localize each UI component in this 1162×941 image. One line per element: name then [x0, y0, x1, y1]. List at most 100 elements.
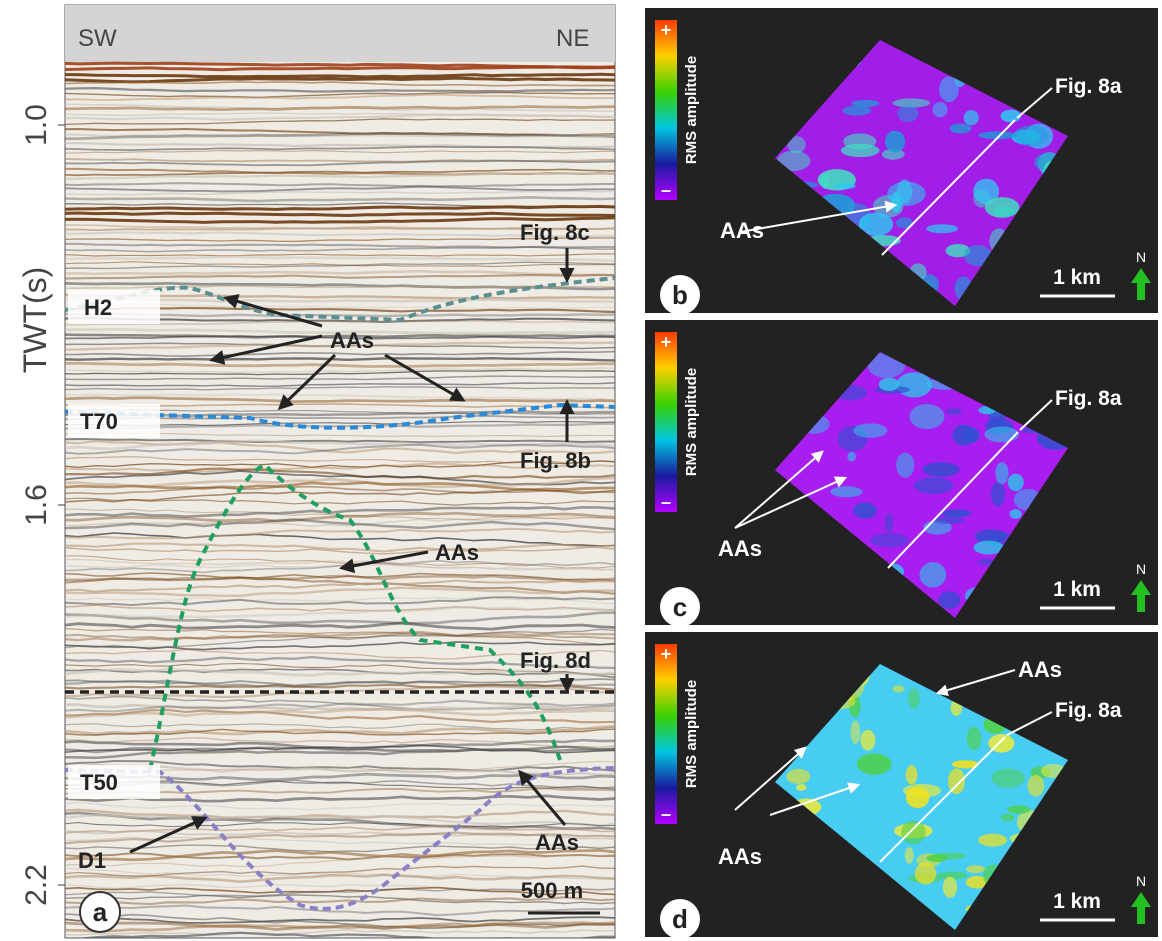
anomaly	[923, 462, 960, 477]
map-panel: + –RMS amplitude Fig. 8a AAs AAs d 1 km N	[645, 632, 1158, 939]
panel-a: SW NE 1.0 1.6 2.2 TWT(s) H2 T70 T50 Fig.…	[17, 5, 618, 940]
north-label: N	[1136, 249, 1146, 265]
anomaly	[942, 510, 971, 518]
anomaly	[914, 477, 953, 494]
anomaly	[939, 76, 959, 102]
anomaly	[1007, 805, 1030, 813]
anomaly	[897, 106, 918, 122]
anomaly	[927, 854, 948, 862]
anomaly	[984, 427, 1019, 443]
annotation: AAs	[720, 218, 764, 243]
anomaly	[843, 106, 872, 116]
anomaly	[1027, 775, 1044, 797]
colorbar-min: –	[661, 492, 671, 512]
colorbar	[655, 332, 677, 512]
anomaly	[897, 179, 912, 203]
anomaly	[964, 110, 979, 125]
colorbar-title: RMS amplitude	[683, 56, 700, 164]
anomaly	[843, 133, 876, 149]
colorbar	[655, 644, 677, 824]
panel-label: b	[672, 280, 688, 310]
anomaly	[905, 847, 914, 864]
tick-label: 1.6	[20, 484, 53, 526]
anomaly	[967, 727, 982, 750]
panel-label: c	[673, 592, 687, 622]
anomaly	[926, 224, 958, 233]
colorbar-min: –	[661, 804, 671, 824]
panel-label: d	[672, 904, 688, 934]
north-label: N	[1136, 873, 1146, 889]
annotation: D1	[78, 848, 106, 873]
anomaly	[853, 423, 887, 437]
line-label: Fig. 8a	[1055, 699, 1122, 722]
annotation: AAs	[718, 844, 762, 869]
direction-label: NE	[556, 25, 589, 52]
map-panel: +–RMS amplitudeFig. 8aAAsc1 kmN	[645, 320, 1158, 627]
anomaly	[991, 482, 1005, 507]
annotation: AAs	[1018, 657, 1062, 682]
annotation: AAs	[535, 830, 579, 855]
anomaly	[906, 787, 929, 809]
colorbar	[655, 20, 677, 200]
anomaly	[995, 462, 1008, 484]
colorbar-max: +	[661, 332, 672, 352]
anomaly	[985, 197, 1020, 218]
figure: SW NE 1.0 1.6 2.2 TWT(s) H2 T70 T50 Fig.…	[0, 0, 1162, 941]
anomaly	[919, 562, 946, 587]
axis-title: TWT(s)	[17, 267, 53, 374]
anomaly	[915, 862, 936, 884]
anomaly	[830, 486, 862, 497]
anomaly	[962, 427, 980, 443]
anomaly	[786, 769, 810, 784]
colorbar-max: +	[661, 644, 672, 664]
label-box	[68, 290, 160, 324]
north-label: N	[1136, 561, 1146, 577]
line-label: Fig. 8a	[1055, 75, 1122, 98]
anomaly	[870, 533, 909, 547]
colorbar-min: –	[661, 180, 671, 200]
annotation: Fig. 8c	[520, 220, 590, 245]
anomaly	[1010, 509, 1022, 519]
anomaly	[853, 502, 876, 518]
tick-label: 2.2	[20, 864, 53, 906]
anomaly	[850, 720, 860, 744]
line-label: Fig. 8a	[1055, 387, 1122, 410]
anomaly	[966, 865, 984, 873]
anomaly	[938, 591, 960, 609]
scale-label: 1 km	[1053, 266, 1101, 289]
anomaly	[909, 404, 944, 429]
map-panels: +–RMS amplitudeFig. 8aAAsb1 kmN+–RMS amp…	[645, 8, 1158, 939]
scale-label: 1 km	[1053, 890, 1101, 913]
anomaly	[933, 102, 948, 117]
reflector	[60, 74, 618, 77]
panel-label: a	[93, 897, 108, 927]
anomaly	[1008, 474, 1024, 492]
anomaly	[978, 834, 1007, 847]
colorbar-title: RMS amplitude	[683, 368, 700, 476]
anomaly	[950, 124, 972, 134]
scale-label: 500 m	[521, 878, 583, 903]
direction-label: SW	[78, 25, 117, 52]
annotation: Fig. 8d	[520, 648, 591, 673]
anomaly	[906, 765, 918, 784]
annotation: AAs	[435, 540, 479, 565]
anomaly	[796, 784, 806, 791]
anomaly	[908, 688, 920, 708]
anomaly	[847, 452, 855, 462]
anomaly	[1014, 125, 1048, 146]
anomaly	[885, 513, 893, 532]
tick-label: 1.0	[20, 104, 53, 146]
anomaly	[879, 378, 900, 391]
anomaly	[860, 730, 875, 751]
anomaly	[857, 753, 892, 774]
anomaly	[896, 453, 914, 478]
anomaly	[943, 877, 957, 898]
anomaly	[1001, 814, 1015, 821]
annotation: AAs	[718, 536, 762, 561]
horizon-label: T50	[80, 770, 118, 795]
colorbar-title: RMS amplitude	[683, 680, 700, 788]
horizon-label: H2	[84, 295, 112, 320]
anomaly	[893, 685, 905, 692]
anomaly	[901, 821, 926, 845]
